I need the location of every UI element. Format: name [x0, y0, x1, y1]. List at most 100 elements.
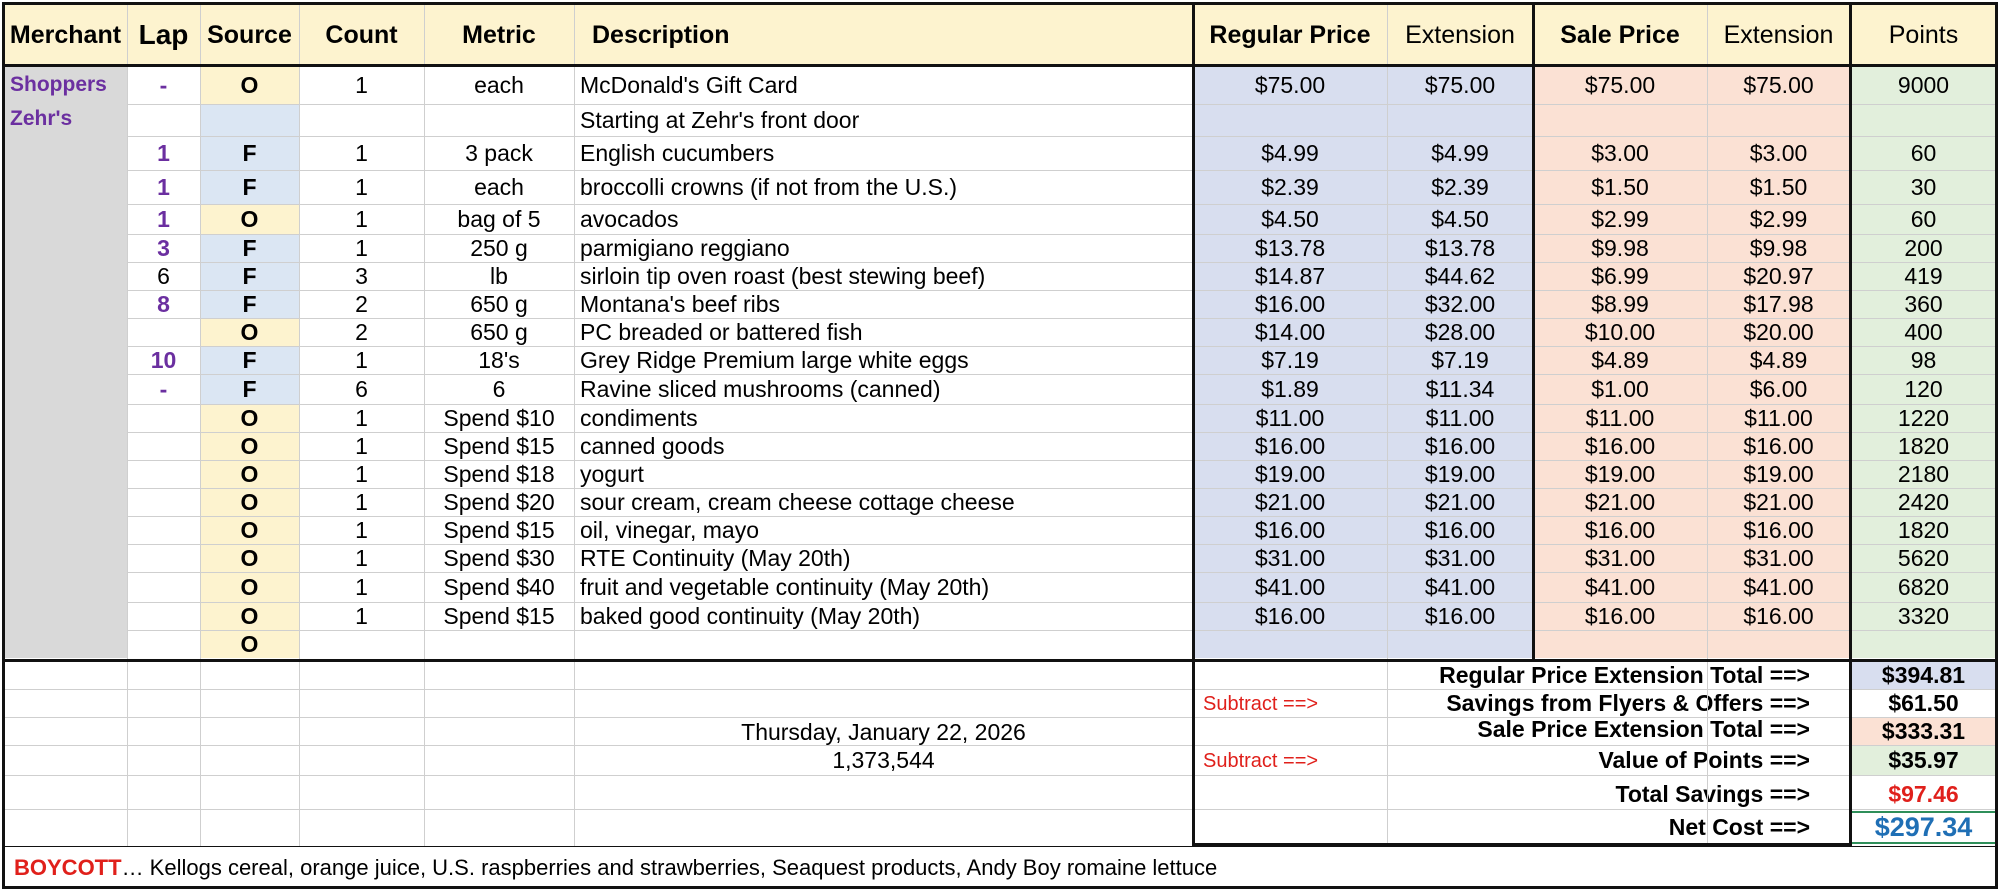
points-cell[interactable]: 400: [1904, 318, 1943, 345]
count-cell[interactable]: 2: [355, 290, 368, 317]
metric-cell[interactable]: each: [474, 173, 524, 200]
regular-price-cell[interactable]: $21.00: [1254, 488, 1326, 515]
source-cell[interactable]: O: [200, 516, 299, 544]
lap-cell[interactable]: [127, 630, 200, 658]
description-cell[interactable]: fruit and vegetable continuity (May 20th…: [580, 573, 990, 600]
regular-price-cell[interactable]: $14.87: [1254, 262, 1326, 289]
header-metric[interactable]: Metric: [462, 20, 536, 49]
sale-price-cell[interactable]: $2.99: [1591, 205, 1649, 232]
sale-price-cell[interactable]: $16.00: [1584, 516, 1656, 543]
header-regular-price[interactable]: Regular Price: [1209, 20, 1371, 49]
net-cost-value[interactable]: $297.34: [1850, 811, 1997, 844]
sale-price-cell[interactable]: $1.50: [1591, 173, 1649, 200]
regular-extension-cell[interactable]: $75.00: [1424, 71, 1496, 98]
source-cell[interactable]: O: [200, 432, 299, 460]
description-cell[interactable]: RTE Continuity (May 20th): [580, 544, 851, 571]
count-cell[interactable]: 1: [355, 488, 368, 515]
regular-price-cell[interactable]: $19.00: [1254, 460, 1326, 487]
source-cell[interactable]: O: [200, 318, 299, 346]
source-cell[interactable]: O: [200, 630, 299, 658]
description-cell[interactable]: Grey Ridge Premium large white eggs: [580, 346, 969, 373]
sale-price-cell[interactable]: [1533, 630, 1707, 658]
description-cell[interactable]: sour cream, cream cheese cottage cheese: [580, 488, 1015, 515]
points-cell[interactable]: 2420: [1897, 488, 1950, 515]
lap-cell[interactable]: [127, 488, 200, 516]
description-cell[interactable]: Montana's beef ribs: [580, 290, 781, 317]
source-cell[interactable]: F: [200, 136, 299, 170]
metric-cell[interactable]: Spend $30: [443, 544, 555, 571]
header-source[interactable]: Source: [207, 20, 292, 49]
sale-price-cell[interactable]: [1533, 104, 1707, 136]
count-cell[interactable]: 1: [355, 404, 368, 431]
count-cell[interactable]: 2: [355, 318, 368, 345]
count-cell[interactable]: [299, 104, 424, 136]
count-cell[interactable]: 1: [355, 460, 368, 487]
merchant-zehrs[interactable]: Zehr's: [10, 107, 73, 130]
points-cell[interactable]: 98: [1910, 346, 1937, 373]
lap-cell[interactable]: [127, 544, 200, 572]
sale-extension-cell[interactable]: $31.00: [1743, 544, 1814, 571]
description-cell[interactable]: McDonald's Gift Card: [580, 71, 798, 98]
regular-extension-cell[interactable]: $11.00: [1425, 404, 1495, 431]
regular-price-cell[interactable]: $4.50: [1261, 205, 1319, 232]
regular-price-cell[interactable]: $16.00: [1254, 516, 1326, 543]
sale-extension-cell[interactable]: [1707, 630, 1850, 658]
sale-extension-cell[interactable]: $75.00: [1743, 71, 1814, 98]
count-cell[interactable]: 1: [355, 205, 368, 232]
sale-extension-cell[interactable]: $4.89: [1749, 346, 1808, 373]
lap-cell[interactable]: [127, 460, 200, 488]
metric-cell[interactable]: 18's: [478, 346, 520, 373]
regular-extension-cell[interactable]: $13.78: [1424, 234, 1496, 261]
sale-extension-cell[interactable]: $41.00: [1743, 573, 1814, 600]
count-cell[interactable]: 3: [355, 262, 368, 289]
header-count[interactable]: Count: [325, 20, 398, 49]
sale-extension-cell[interactable]: $20.97: [1743, 262, 1814, 289]
description-cell[interactable]: yogurt: [580, 460, 644, 487]
source-cell[interactable]: F: [200, 262, 299, 290]
lap-cell[interactable]: [127, 516, 200, 544]
sale-extension-cell[interactable]: $1.50: [1749, 173, 1808, 200]
regular-price-cell[interactable]: $16.00: [1254, 290, 1326, 317]
source-cell[interactable]: O: [200, 488, 299, 516]
lap-cell[interactable]: 1: [157, 173, 170, 200]
sale-price-cell[interactable]: $31.00: [1584, 544, 1656, 571]
description-cell[interactable]: broccolli crowns (if not from the U.S.): [580, 173, 958, 200]
points-cell[interactable]: 200: [1904, 234, 1943, 261]
metric-cell[interactable]: Spend $18: [443, 460, 555, 487]
points-cell[interactable]: 3320: [1897, 602, 1950, 629]
sale-price-cell[interactable]: $6.99: [1591, 262, 1649, 289]
metric-cell[interactable]: Spend $10: [443, 404, 555, 431]
count-cell[interactable]: 1: [355, 516, 368, 543]
sale-price-cell[interactable]: $41.00: [1584, 573, 1656, 600]
sale-price-cell[interactable]: $4.89: [1591, 346, 1649, 373]
source-cell[interactable]: F: [200, 234, 299, 262]
description-cell[interactable]: avocados: [580, 205, 679, 232]
points-cell[interactable]: 9000: [1897, 71, 1950, 98]
count-cell[interactable]: 1: [355, 71, 368, 98]
metric-cell[interactable]: lb: [490, 262, 508, 289]
count-cell[interactable]: 1: [355, 602, 368, 629]
source-cell[interactable]: O: [200, 572, 299, 602]
metric-cell[interactable]: Spend $40: [443, 573, 555, 600]
regular-extension-cell[interactable]: $16.00: [1424, 432, 1496, 459]
points-cell[interactable]: 419: [1904, 262, 1943, 289]
metric-cell[interactable]: [424, 104, 574, 136]
source-cell[interactable]: O: [200, 66, 299, 104]
sale-price-cell[interactable]: $10.00: [1584, 318, 1656, 345]
lap-cell[interactable]: 10: [150, 346, 177, 373]
regular-price-cell[interactable]: $31.00: [1254, 544, 1326, 571]
source-cell[interactable]: F: [200, 170, 299, 204]
count-cell[interactable]: 1: [355, 573, 368, 600]
count-cell[interactable]: 6: [355, 375, 368, 402]
regular-extension-cell[interactable]: $19.00: [1424, 460, 1496, 487]
lap-cell[interactable]: 1: [157, 139, 170, 166]
metric-cell[interactable]: Spend $15: [443, 432, 555, 459]
description-cell[interactable]: condiments: [580, 404, 698, 431]
regular-price-cell[interactable]: $16.00: [1254, 432, 1326, 459]
regular-price-cell[interactable]: $14.00: [1254, 318, 1326, 345]
source-cell[interactable]: F: [200, 346, 299, 374]
source-cell[interactable]: O: [200, 602, 299, 630]
count-cell[interactable]: 1: [355, 234, 368, 261]
header-sale-price[interactable]: Sale Price: [1560, 20, 1680, 49]
regular-extension-cell[interactable]: $41.00: [1424, 573, 1496, 600]
